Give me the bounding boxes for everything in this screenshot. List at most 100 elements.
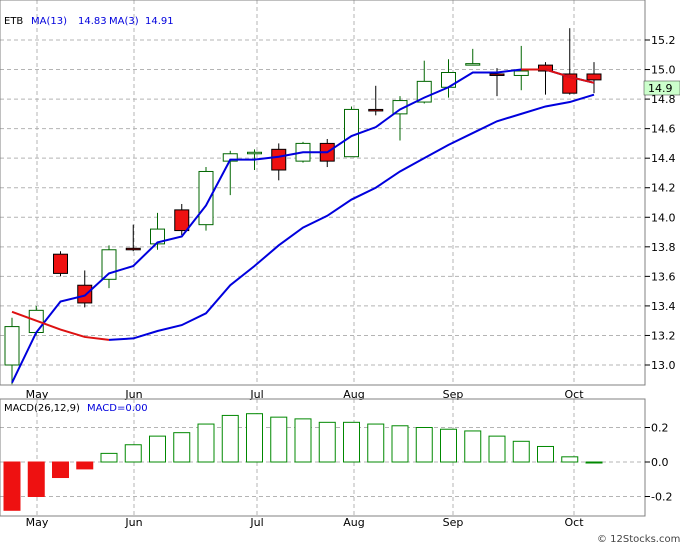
macd-x-tick-label: Sep <box>443 516 464 529</box>
price-x-axis: May Jun Jul Aug Sep Oct <box>26 388 585 401</box>
candle-body <box>344 108 359 158</box>
macd-x-tick-label: Oct <box>564 516 584 529</box>
candle-body <box>247 151 262 155</box>
candle-body <box>392 100 408 115</box>
candle <box>125 224 141 252</box>
candle-body <box>271 148 287 171</box>
macd-bar <box>561 456 579 463</box>
price-legend: ETB MA(13) 14.83 MA(3) 14.91 <box>4 16 174 27</box>
candle-body <box>586 73 602 81</box>
macd-y-tick-label: 0.2 <box>651 422 669 435</box>
ma-long-line-up <box>108 93 595 341</box>
candle-body <box>465 63 481 66</box>
candle <box>53 251 68 277</box>
macd-bar <box>415 427 433 463</box>
candle-body <box>77 284 93 304</box>
price-x-tick-label: Oct <box>564 388 584 401</box>
macd-label: MACD(26,12,9) <box>4 403 80 414</box>
candle <box>465 48 481 66</box>
price-y-tick-label: 14.2 <box>651 182 676 195</box>
macd-bar <box>52 461 69 479</box>
candle-body <box>368 108 384 112</box>
ma13-value: 14.83 <box>78 16 107 27</box>
ma-long-line-down <box>11 310 110 341</box>
candle <box>392 96 408 141</box>
macd-y-tick-label: -0.2 <box>651 491 672 504</box>
macd-panel-border <box>0 398 646 517</box>
price-y-tick-label: 14.8 <box>651 93 676 106</box>
price-x-tick-label: Jun <box>124 388 142 401</box>
macd-bar <box>124 444 142 463</box>
macd-bar <box>197 423 215 463</box>
candle <box>77 270 93 308</box>
candle <box>513 45 529 91</box>
price-y-tick-label: 14.6 <box>651 123 676 136</box>
last-price-value: 14.9 <box>648 82 673 95</box>
ma13-label: MA(13) <box>31 16 67 27</box>
price-x-tick-label: Sep <box>443 388 464 401</box>
candle-body <box>101 249 117 280</box>
macd-bar <box>76 461 94 470</box>
macd-value: MACD=0.00 <box>87 403 148 414</box>
price-y-tick-label: 13.2 <box>651 329 676 342</box>
ma-short-line <box>11 68 595 384</box>
macd-bar <box>391 425 409 463</box>
macd-y-axis: 0.2 0.0 -0.2 <box>645 422 672 504</box>
candle-body <box>150 228 165 245</box>
candle <box>344 106 359 158</box>
macd-bar <box>585 461 603 464</box>
macd-bar <box>100 452 118 463</box>
macd-x-axis: May Jun Jul Aug Sep Oct <box>26 516 585 529</box>
candle-body <box>4 326 20 366</box>
macd-bar <box>512 440 530 463</box>
price-y-tick-label: 13.0 <box>651 359 676 372</box>
candle <box>150 212 165 250</box>
price-panel: 13.0 13.2 13.4 13.6 13.8 14.0 14.2 14.4 14.6 14.8… <box>0 0 680 401</box>
macd-bar <box>464 430 482 463</box>
candle-body <box>489 73 505 76</box>
candle-body <box>125 247 141 251</box>
price-moving-averages <box>11 68 595 384</box>
candle <box>174 203 190 235</box>
candle-body <box>53 253 68 274</box>
macd-bar <box>270 416 288 463</box>
ticker-label: ETB <box>4 16 23 27</box>
candle <box>4 317 20 385</box>
macd-bar <box>318 421 336 463</box>
price-y-tick-label: 14.4 <box>651 152 676 165</box>
ma3-value: 14.91 <box>145 16 174 27</box>
macd-panel: 0.2 0.0 -0.2 May Jun Jul Aug Sep Oct MACD(26,12… <box>0 398 672 529</box>
price-x-tick-label: May <box>26 388 49 401</box>
macd-legend: MACD(26,12,9) MACD=0.00 <box>4 403 148 414</box>
macd-bar <box>149 435 166 463</box>
macd-x-tick-label: Aug <box>343 516 364 529</box>
ma-short-line-down <box>521 68 595 84</box>
macd-x-tick-label: Jun <box>124 516 142 529</box>
ma3-label: MA(3) <box>109 16 139 27</box>
last-price-label: 14.9 <box>643 80 680 96</box>
price-y-tick-label: 13.8 <box>651 241 676 254</box>
candle <box>586 62 602 94</box>
candle <box>441 59 456 98</box>
macd-x-tick-label: May <box>26 516 49 529</box>
price-panel-border <box>0 0 646 386</box>
price-x-tick-label: Aug <box>343 388 364 401</box>
price-y-tick-label: 13.4 <box>651 300 676 313</box>
candle <box>271 143 287 181</box>
macd-bar <box>221 414 239 463</box>
macd-bar <box>27 461 45 497</box>
macd-y-tick-label: 0.0 <box>651 456 669 469</box>
macd-bar <box>294 418 312 463</box>
macd-bar <box>173 432 191 463</box>
candle <box>198 167 214 231</box>
candle <box>368 85 384 116</box>
candle <box>538 62 553 95</box>
macd-bar <box>343 421 360 463</box>
price-y-tick-label: 14.0 <box>651 211 676 224</box>
macd-bar <box>3 461 21 511</box>
macd-bar <box>440 428 457 463</box>
candle-body <box>174 209 190 232</box>
macd-x-tick-label: Jul <box>249 516 263 529</box>
candle-body <box>538 64 553 72</box>
